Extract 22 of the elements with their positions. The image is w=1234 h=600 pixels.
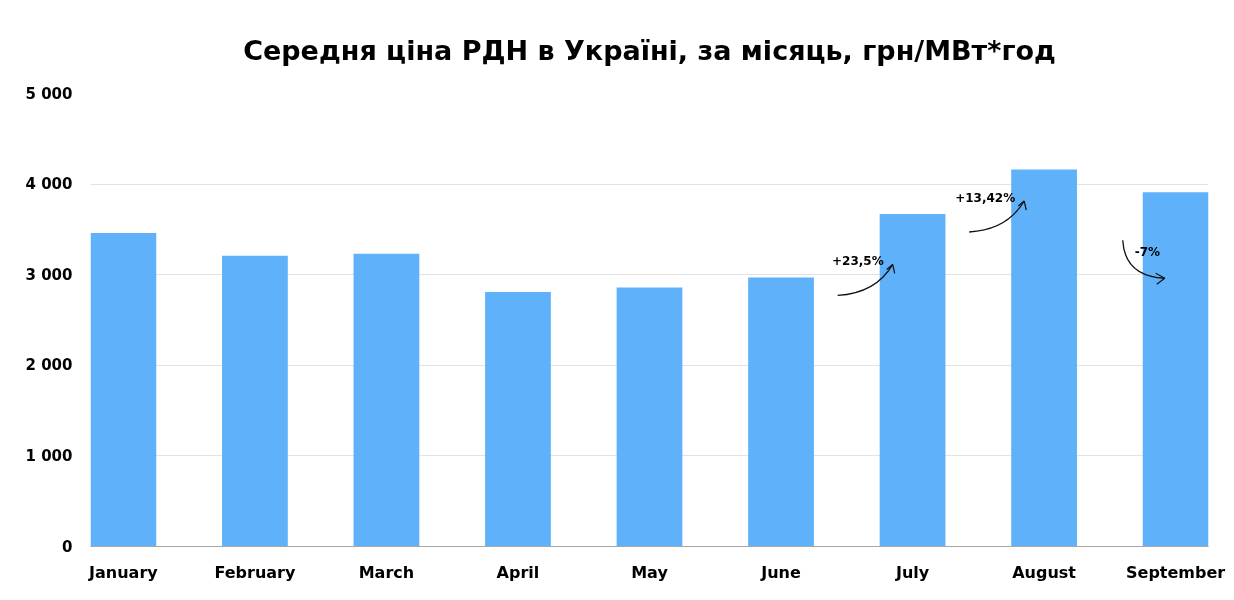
x-tick-label: September [1126,562,1226,582]
y-tick-label: 4 000 [25,175,73,194]
y-tick-label: 5 000 [25,84,73,103]
bar [90,233,157,547]
bar [616,287,683,547]
chart-title: Середня ціна РДН в Україні, за місяць, грн/МВт*год [243,34,1056,66]
x-tick-label: July [894,562,930,582]
x-tick-label: August [1012,562,1077,582]
y-tick-label: 3 000 [25,265,73,284]
y-tick-label: 2 000 [25,356,73,375]
x-tick-label: April [496,562,540,582]
y-tick-label: 0 [62,537,73,556]
x-tick-label: January [88,562,159,582]
x-tick-label: March [358,562,415,582]
bar [353,253,420,547]
bar [748,277,814,547]
x-tick-label: June [760,562,801,582]
x-tick-label: May [631,562,669,582]
bar [222,255,288,547]
bar [485,291,551,547]
y-tick-label: 1 000 [25,446,73,465]
x-tick-label: February [214,562,296,582]
